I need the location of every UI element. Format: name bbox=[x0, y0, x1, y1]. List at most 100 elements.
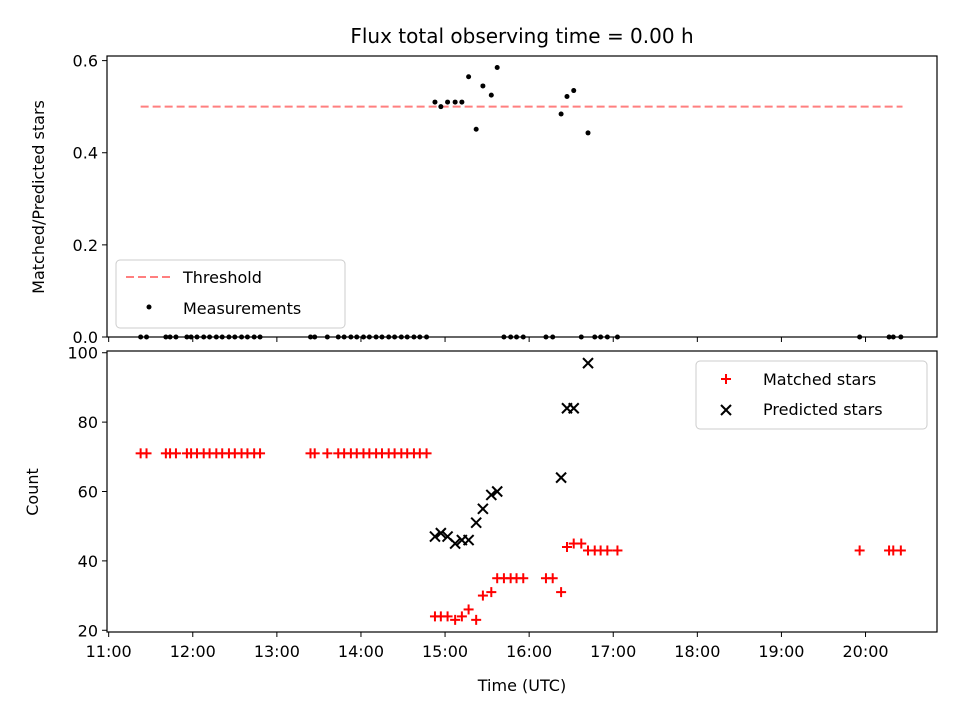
measurement-point bbox=[592, 334, 598, 340]
cross-b bbox=[568, 402, 580, 414]
predicted-star-point bbox=[477, 503, 489, 515]
measurement-point bbox=[466, 74, 472, 80]
measurement-point bbox=[392, 334, 398, 340]
measurement-point bbox=[341, 334, 347, 340]
measurement-point bbox=[138, 334, 144, 340]
matched-star-point bbox=[602, 545, 613, 556]
bottom-x-tick-label: 11:00 bbox=[86, 642, 132, 661]
predicted-star-point bbox=[462, 534, 475, 546]
cross-b bbox=[582, 357, 594, 369]
measurement-point bbox=[144, 334, 150, 340]
measurement-point bbox=[438, 104, 444, 110]
bottom-y-ticks: 20 40 60 80 100 bbox=[67, 344, 107, 640]
measurement-point bbox=[604, 334, 610, 340]
measurement-point bbox=[373, 334, 379, 340]
measurement-point bbox=[614, 334, 620, 340]
predicted-star-point bbox=[491, 485, 503, 498]
matched-star-point bbox=[456, 611, 467, 622]
matched-star-point bbox=[442, 611, 453, 622]
matched-star-point bbox=[612, 545, 623, 556]
legend-matched-swatch bbox=[721, 374, 731, 384]
matched-star-point bbox=[463, 604, 474, 615]
measurement-point bbox=[335, 334, 341, 340]
measurement-point bbox=[488, 92, 494, 98]
bottom-x-tick-label: 18:00 bbox=[674, 642, 720, 661]
matched-star-point bbox=[421, 448, 432, 459]
measurement-point bbox=[163, 334, 169, 340]
predicted-star-point bbox=[429, 530, 441, 543]
measurement-point bbox=[366, 334, 372, 340]
measurement-point bbox=[558, 111, 564, 117]
bottom-x-tick-label: 14:00 bbox=[338, 642, 384, 661]
cross-b bbox=[462, 534, 475, 546]
measurement-point bbox=[452, 99, 458, 105]
measurement-point bbox=[514, 334, 520, 340]
measurement-point bbox=[239, 334, 245, 340]
measurement-point bbox=[494, 65, 500, 71]
measurement-point bbox=[459, 99, 465, 105]
measurement-point bbox=[550, 334, 556, 340]
bottom-x-tick-label: 20:00 bbox=[842, 642, 888, 661]
predicted-star-point bbox=[470, 517, 482, 529]
cross-b bbox=[470, 517, 482, 529]
top-legend-box bbox=[115, 259, 346, 329]
cross-b bbox=[429, 530, 441, 543]
matched-star-point bbox=[309, 448, 320, 459]
measurement-point bbox=[188, 334, 194, 340]
cross-b bbox=[477, 503, 489, 515]
measurement-point bbox=[324, 334, 330, 340]
measurement-point bbox=[598, 334, 604, 340]
bottom-legend: Matched stars Predicted stars bbox=[695, 360, 928, 430]
matched-star-point bbox=[477, 590, 488, 601]
measurement-point bbox=[432, 99, 438, 105]
x-axis-label: Time (UTC) bbox=[477, 676, 566, 695]
measurement-point bbox=[184, 334, 190, 340]
legend-matched-label: Matched stars bbox=[763, 370, 876, 389]
legend-threshold-label: Threshold bbox=[182, 268, 262, 287]
measurement-point bbox=[898, 334, 904, 340]
matched-star-point bbox=[486, 587, 497, 598]
measurement-point bbox=[360, 334, 366, 340]
bottom-y-tick-label: 80 bbox=[78, 413, 98, 432]
matched-star-point bbox=[547, 573, 558, 584]
legend-predicted-marker bbox=[720, 404, 732, 416]
measurement-point bbox=[411, 334, 417, 340]
measurement-point bbox=[508, 334, 514, 340]
measurement-point bbox=[201, 334, 207, 340]
measurement-point bbox=[251, 334, 257, 340]
cross-b bbox=[449, 537, 461, 550]
legend-measurements-label: Measurements bbox=[183, 299, 301, 318]
cross-b bbox=[485, 489, 498, 501]
measurement-point bbox=[167, 334, 173, 340]
measurement-point bbox=[857, 334, 863, 340]
matched-star-point bbox=[450, 614, 461, 625]
measurement-point bbox=[386, 334, 392, 340]
measurement-point bbox=[348, 334, 354, 340]
measurement-point bbox=[585, 130, 591, 136]
bottom-legend-box bbox=[695, 360, 928, 430]
matched-star-point bbox=[141, 448, 152, 459]
measurement-point bbox=[379, 334, 385, 340]
predicted-star-point bbox=[449, 537, 461, 550]
bottom-x-tick-label: 15:00 bbox=[422, 642, 468, 661]
matched-star-point bbox=[854, 545, 865, 556]
bottom-x-tick-label: 12:00 bbox=[170, 642, 216, 661]
measurement-point bbox=[312, 334, 318, 340]
top-y-tick-label: 0.2 bbox=[73, 236, 98, 255]
bottom-y-tick-label: 40 bbox=[78, 552, 98, 571]
top-y-axis-label: Matched/Predicted stars bbox=[29, 100, 48, 294]
measurement-point bbox=[480, 83, 486, 89]
measurement-point bbox=[520, 334, 526, 340]
matched-star-point bbox=[556, 587, 567, 598]
measurements-series bbox=[138, 65, 904, 340]
measurement-point bbox=[244, 334, 250, 340]
legend-measurements-swatch bbox=[146, 304, 152, 310]
bottom-x-tick-label: 17:00 bbox=[590, 642, 636, 661]
bottom-y-tick-label: 100 bbox=[67, 344, 98, 363]
measurement-point bbox=[194, 334, 200, 340]
matched-star-point bbox=[895, 545, 906, 556]
measurement-point bbox=[417, 334, 423, 340]
measurement-point bbox=[473, 126, 479, 132]
cross-b bbox=[441, 530, 454, 543]
cross-b bbox=[435, 527, 447, 539]
